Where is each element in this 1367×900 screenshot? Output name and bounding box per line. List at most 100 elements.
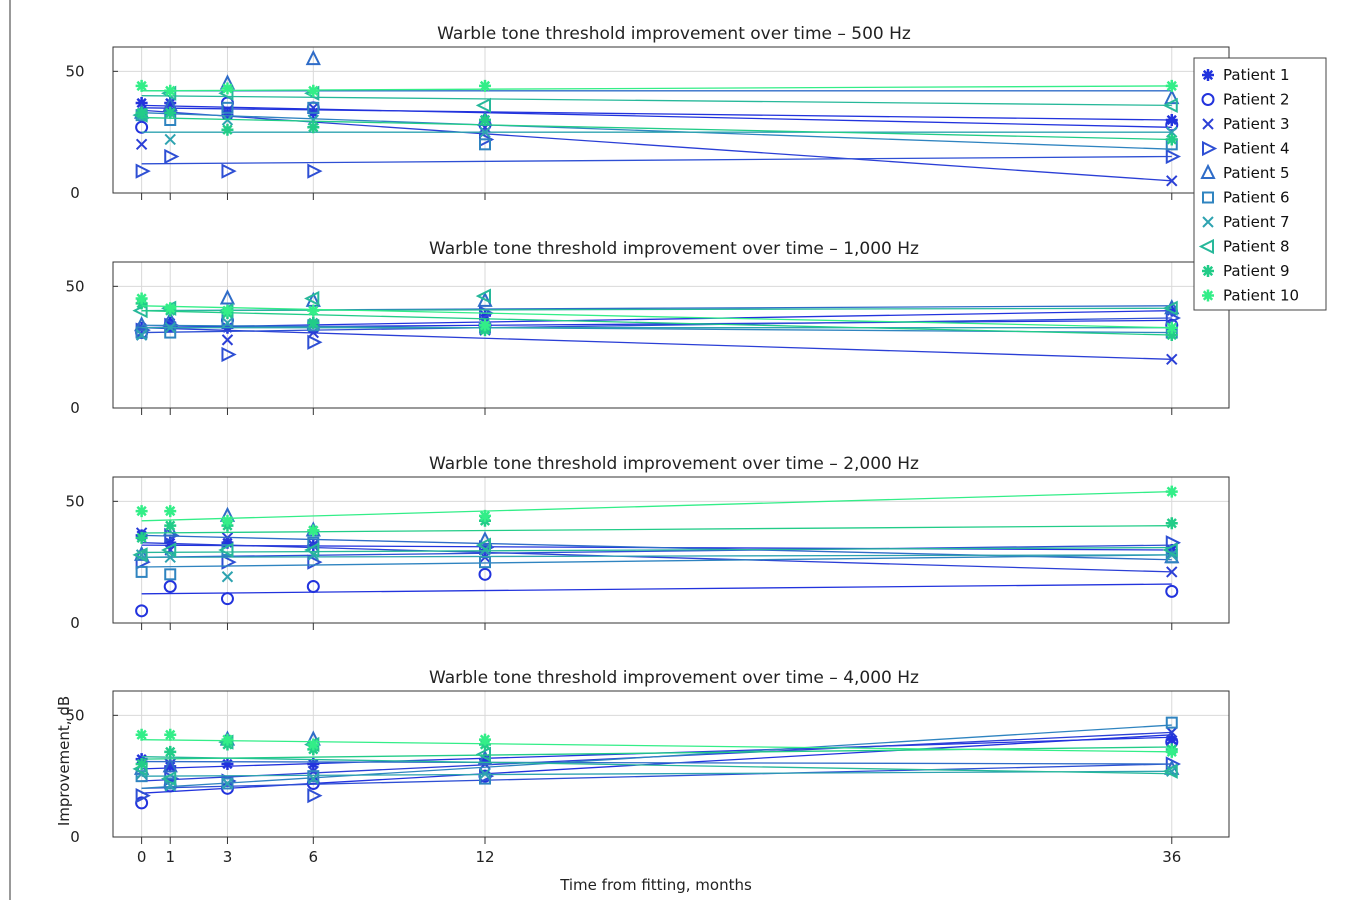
trend-line xyxy=(141,155,1172,165)
legend: Patient 1 Patient 2 Patient 3 Patient 4 Pati… xyxy=(1193,57,1327,311)
legend-item: Patient 9 xyxy=(1202,262,1290,280)
x-tick-label: 12 xyxy=(475,848,494,866)
y-tick-label: 0 xyxy=(70,399,80,417)
data-point xyxy=(164,519,177,532)
data-point xyxy=(221,317,234,329)
data-point xyxy=(221,758,234,770)
data-point xyxy=(135,505,148,518)
data-point xyxy=(1165,329,1178,341)
y-tick-label: 0 xyxy=(70,614,80,632)
series-patient-10 xyxy=(135,292,1178,334)
data-point xyxy=(221,82,234,95)
data-point xyxy=(135,292,148,305)
data-point xyxy=(307,163,323,179)
legend-marker xyxy=(1198,238,1214,255)
data-point xyxy=(164,302,177,315)
data-point xyxy=(1166,175,1178,187)
legend-item: Patient 6 xyxy=(1202,189,1290,207)
data-point xyxy=(479,114,491,126)
data-point xyxy=(164,745,177,758)
plot-area xyxy=(113,262,1229,408)
data-point xyxy=(164,96,177,109)
data-point xyxy=(162,757,178,773)
data-point xyxy=(221,304,234,317)
data-point xyxy=(1166,353,1178,366)
legend-marker xyxy=(1202,289,1214,302)
trend-line xyxy=(141,763,1172,789)
panel-title: Warble tone threshold improvement over t… xyxy=(429,668,919,688)
trend-line xyxy=(141,734,1172,794)
trend-line xyxy=(141,554,1172,558)
data-point xyxy=(1165,79,1178,92)
x-tick-label: 6 xyxy=(309,848,319,866)
data-point xyxy=(1166,726,1178,739)
data-point xyxy=(135,96,148,109)
data-point xyxy=(164,551,176,564)
data-point xyxy=(221,536,234,549)
data-point xyxy=(475,97,491,114)
legend-label: Patient 2 xyxy=(1223,91,1290,109)
data-point xyxy=(1165,148,1182,165)
data-point xyxy=(135,788,151,804)
chart-panel-3: 0 50 Warble tone threshold improvement ove… xyxy=(65,454,1230,632)
y-tick-label: 0 xyxy=(70,184,80,202)
data-point xyxy=(479,126,491,138)
plot-frame xyxy=(112,690,1230,838)
data-point xyxy=(475,537,491,553)
data-point xyxy=(307,304,320,317)
legend-label: Patient 5 xyxy=(1223,164,1290,182)
data-point xyxy=(221,733,234,746)
y-tick-label: 50 xyxy=(65,492,84,510)
legend-label: Patient 1 xyxy=(1223,66,1290,84)
y-tick-label: 0 xyxy=(70,828,80,846)
data-point xyxy=(304,290,320,307)
panels: 0 50 Warble tone threshold improvement ove… xyxy=(65,24,1230,866)
y-tick-label: 50 xyxy=(65,277,84,295)
data-point xyxy=(221,163,237,179)
trend-line xyxy=(141,554,1172,568)
data-point xyxy=(477,291,493,307)
legend-label: Patient 3 xyxy=(1223,115,1290,133)
panel-title: Warble tone threshold improvement over t… xyxy=(437,24,911,44)
series-patient-9 xyxy=(135,106,1178,146)
legend-label: Patient 4 xyxy=(1223,140,1290,158)
data-point xyxy=(164,728,177,741)
data-point xyxy=(1166,765,1178,778)
data-point xyxy=(1165,584,1179,598)
data-point xyxy=(479,556,491,569)
series-patient-2 xyxy=(135,567,1179,618)
series-patient-7 xyxy=(135,544,1178,583)
data-point xyxy=(164,568,177,581)
data-point xyxy=(135,531,148,544)
data-point xyxy=(160,542,177,558)
trend-line xyxy=(141,116,1172,141)
series-patient-10 xyxy=(135,485,1178,537)
data-point xyxy=(1165,310,1182,326)
data-point xyxy=(479,768,491,780)
data-point xyxy=(164,780,176,792)
data-point xyxy=(221,777,234,790)
legend-item: Patient 10 xyxy=(1202,287,1299,305)
legend-marker xyxy=(1202,265,1214,277)
data-point xyxy=(133,316,150,332)
data-point xyxy=(164,505,177,518)
data-point xyxy=(1165,551,1178,564)
data-point xyxy=(478,567,492,581)
legend-marker xyxy=(1200,163,1216,179)
legend-item: Patient 3 xyxy=(1202,115,1290,133)
data-point xyxy=(1165,745,1178,758)
data-point xyxy=(160,770,177,787)
legend-item: Patient 5 xyxy=(1200,163,1290,182)
data-point xyxy=(1162,542,1178,558)
data-point xyxy=(305,49,321,66)
data-point xyxy=(135,163,151,179)
x-axis-label: Time from fitting, months xyxy=(559,876,752,894)
data-point xyxy=(135,604,149,618)
data-point xyxy=(221,554,237,570)
x-tick-label: 1 xyxy=(165,848,175,866)
legend-marker xyxy=(1202,216,1214,228)
y-axis-label: Improvement, dB xyxy=(55,696,73,826)
data-point xyxy=(1162,763,1178,779)
